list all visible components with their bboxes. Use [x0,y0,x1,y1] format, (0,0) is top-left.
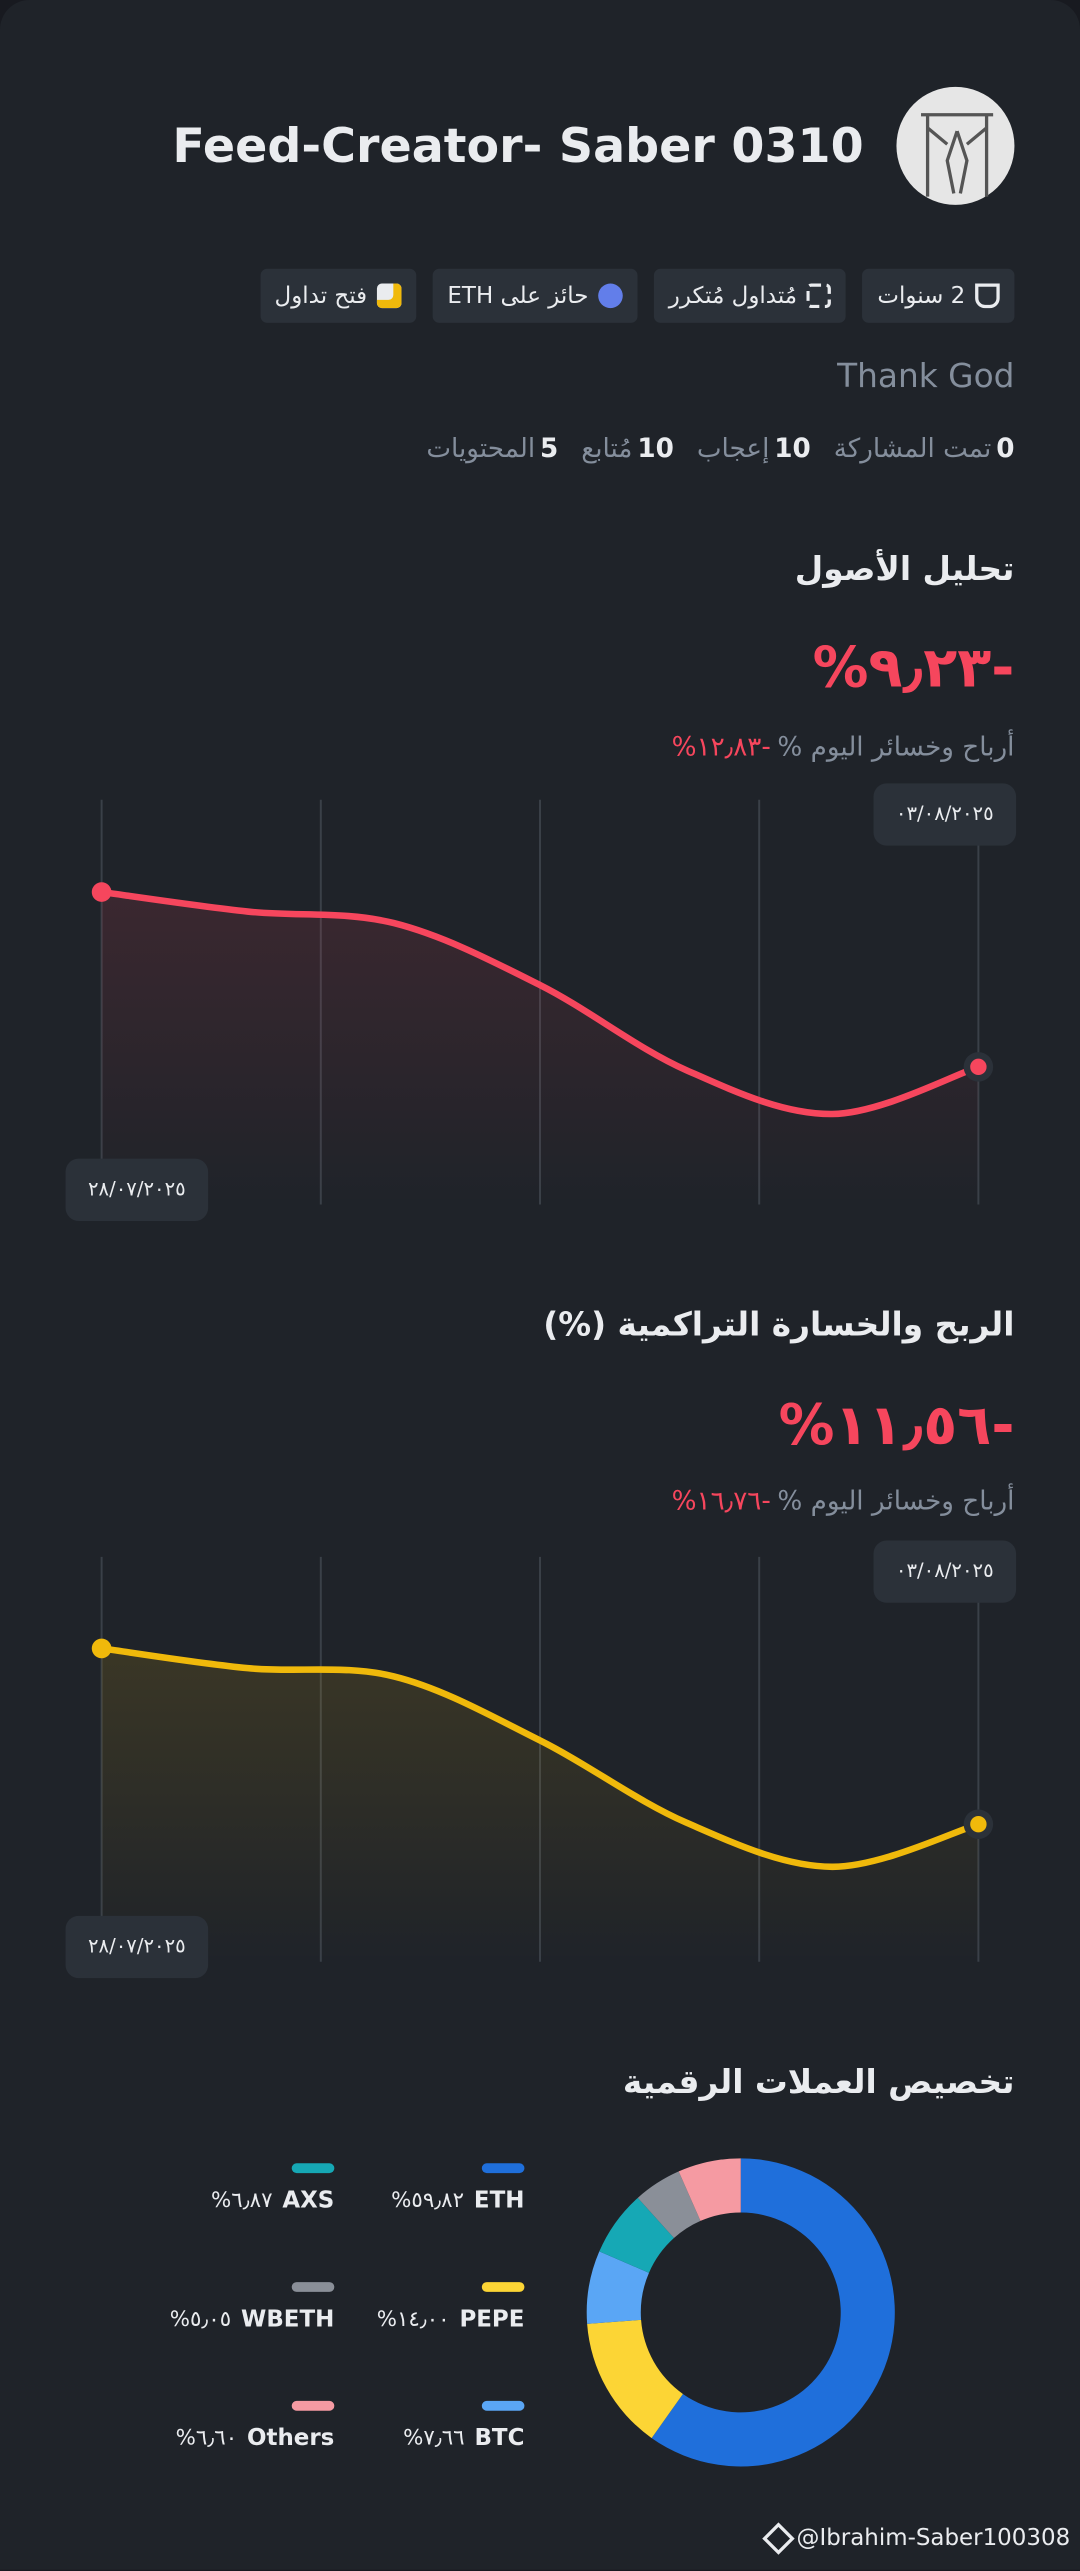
badge[interactable]: فتح تداول [259,268,417,323]
subtitle-value: %١٢٫٨٣- [671,730,771,763]
legend-value: %١٤٫٠٠ [377,2307,450,2332]
stat-label: مُتابع [581,432,633,464]
legend-label: ETH [474,2187,525,2213]
handle: @Ibrahim-Saber100308 [796,2525,1071,2552]
badge-row: 2 سنوات مُتداول مُتكرر حائز على ETH فتح … [259,268,1015,323]
subtitle-label: أرباح وخسائر اليوم % [777,1484,1015,1516]
line-area [101,1648,979,1962]
headline-value: %٩٫٢٣- [813,633,1015,705]
donut-segment [651,2158,895,2467]
date-tooltip [873,783,1017,846]
point [970,1816,987,1833]
legend-value: %٦٫٦٠ [176,2426,237,2451]
legend-label: AXS [282,2187,334,2213]
headline-value: %١١٫٥٦- [779,1390,1015,1462]
date-tooltip [65,1158,209,1221]
legend-value: %٥٩٫٨٢ [391,2188,464,2213]
point [91,1638,112,1659]
avatar[interactable] [896,86,1015,205]
logo [762,2522,795,2555]
badge[interactable]: حائز على ETH [432,268,638,323]
headline-text: %١١٫٥٦- [778,1393,1015,1459]
badge-icon [376,283,402,309]
legend-value: %٧٫٦٦ [403,2426,464,2451]
donut-segment [587,2319,683,2439]
legend-swatch [291,2163,335,2174]
bio: Thank God [837,355,1015,395]
badge-text: حائز على ETH [447,282,589,309]
badge-icon [975,283,1000,309]
footer: @Ibrahim-Saber100308 [762,2522,1071,2555]
badge-icon [806,283,832,309]
stat[interactable]: 10 مُتابع [581,431,674,467]
profile-name: Feed-Creator- Saber 0310 [172,117,864,174]
line [98,888,982,1118]
stat-value: 10 [774,432,811,464]
legend-label: PEPE [459,2306,524,2332]
legend-swatch [481,2400,525,2411]
badge[interactable]: 2 سنوات [862,268,1015,323]
headline-text: %٩٫٢٣- [812,635,1015,702]
legend-label: Others [247,2425,334,2451]
subtitle-value: %١٦٫٧٦- [671,1484,771,1516]
legend-label: BTC [474,2425,524,2451]
donut-segment [586,2251,649,2324]
stat[interactable]: 5 المحتويات [426,431,558,467]
point [970,1058,987,1076]
legend-swatch [291,2282,335,2292]
stats-row: 0 تمت المشاركة 10 إعجاب 10 مُتابع 5 المحتويا… [426,431,1014,467]
date-tooltip [65,1915,209,1979]
donut-segment [637,2171,701,2239]
avatar-figure [921,113,994,197]
subtitle: أرباح وخسائر اليوم % %١٦٫٧٦- [672,1483,1015,1519]
date-label: ٠٣/٠٨/٢٠٢٥ [896,802,994,825]
line-area [101,892,979,1205]
legend-swatch [291,2400,335,2411]
date-label: ٠٣/٠٨/٢٠٢٥ [896,1559,994,1582]
section-title: تخصيص العملات الرقمية [622,2061,1015,2102]
badge-text: مُتداول مُتكرر [668,282,798,309]
stat-value: 10 [637,432,674,464]
subtitle: أرباح وخسائر اليوم % %١٢٫٨٣- [672,729,1015,765]
stat[interactable]: 0 تمت المشاركة [834,431,1015,467]
stat-value: 0 [996,432,1015,464]
legend-label: WBETH [241,2306,334,2332]
point [91,882,112,902]
badge-text: 2 سنوات [877,282,966,309]
stat-label: إعجاب [696,432,770,464]
date-label: ٢٨/٠٧/٢٠٢٥ [88,1177,186,1200]
legend-swatch [481,2163,525,2174]
section-title: تحليل الأصول [794,549,1015,589]
subtitle-label: أرباح وخسائر اليوم % [777,730,1015,763]
badge[interactable]: مُتداول مُتكرر [654,268,847,323]
stat-label: تمت المشاركة [833,432,992,464]
stat-label: المحتويات [426,432,536,464]
legend-value: %٦٫٨٧ [211,2188,272,2213]
section-title: الربح والخسارة التراكمية (%) [543,1304,1015,1344]
badge-icon [598,283,623,309]
stat[interactable]: 10 إعجاب [697,431,811,467]
donut-segment [678,2158,741,2221]
date-label: ٢٨/٠٧/٢٠٢٥ [88,1934,186,1957]
legend-swatch [481,2282,525,2292]
date-tooltip [873,1540,1017,1603]
donut-segment [599,2197,674,2273]
line [98,1645,982,1871]
stat-value: 5 [540,432,559,464]
badge-text: فتح تداول [274,282,368,309]
legend-value: %٥٫٠٥ [170,2307,231,2332]
